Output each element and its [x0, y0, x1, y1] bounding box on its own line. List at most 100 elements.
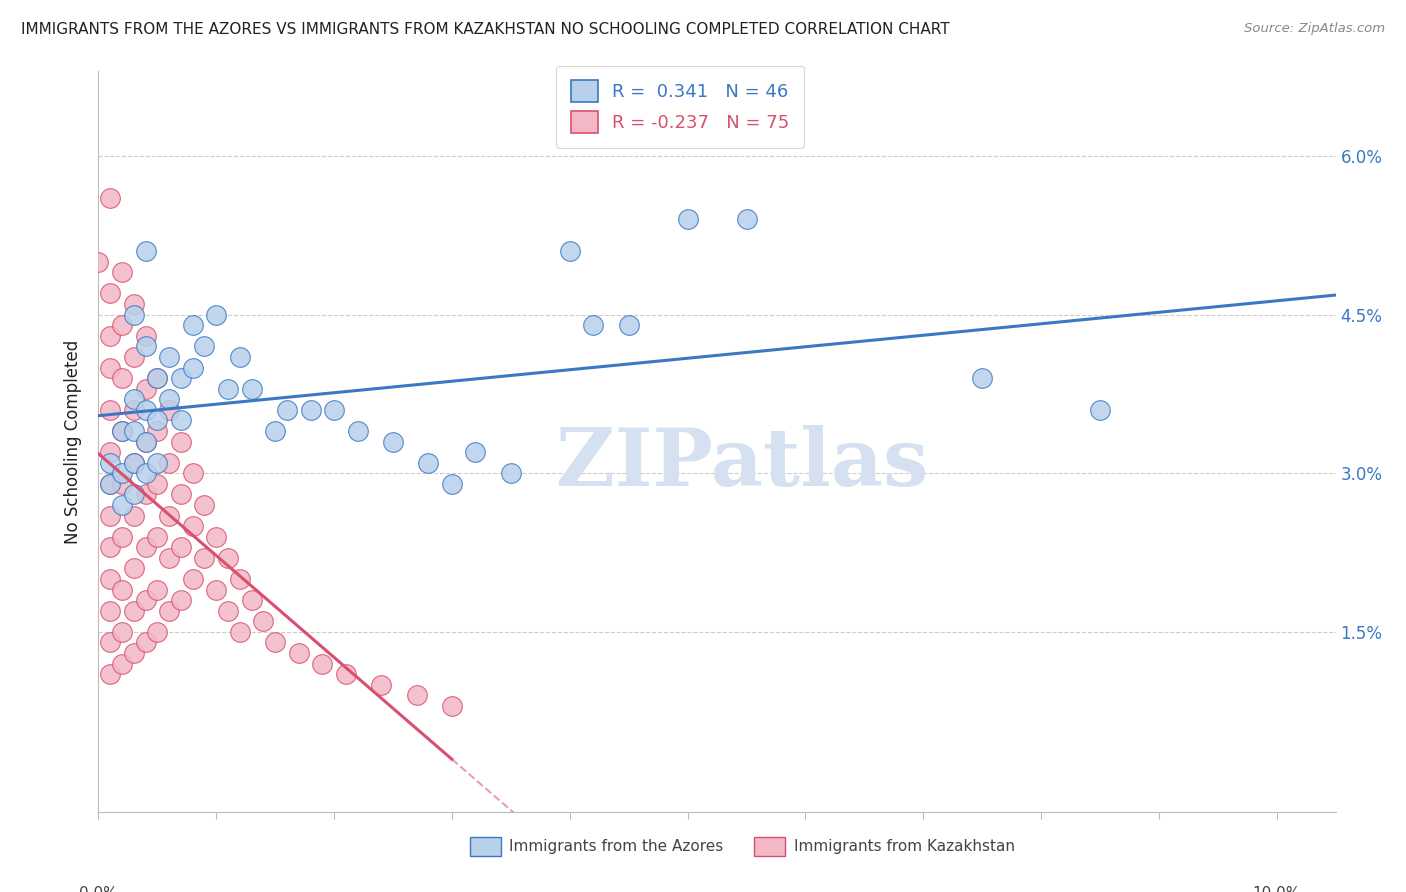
Point: [335, 667, 357, 681]
Point: [440, 698, 463, 713]
Point: [240, 593, 263, 607]
Point: [1088, 402, 1111, 417]
Point: [135, 244, 157, 259]
Point: [440, 476, 463, 491]
Point: [346, 424, 368, 438]
Point: [299, 402, 322, 417]
Text: IMMIGRANTS FROM THE AZORES VS IMMIGRANTS FROM KAZAKHSTAN NO SCHOOLING COMPLETED : IMMIGRANTS FROM THE AZORES VS IMMIGRANTS…: [21, 22, 949, 37]
Point: [146, 456, 169, 470]
Point: [181, 519, 204, 533]
Point: [240, 382, 263, 396]
Point: [205, 582, 228, 597]
Point: [181, 318, 204, 333]
Point: [264, 635, 287, 649]
Point: [98, 604, 121, 618]
Text: Immigrants from Kazakhstan: Immigrants from Kazakhstan: [793, 839, 1015, 854]
Point: [122, 392, 145, 407]
Point: [157, 402, 180, 417]
Point: [135, 402, 157, 417]
Point: [193, 498, 215, 512]
Point: [170, 487, 193, 501]
Point: [111, 424, 134, 438]
Point: [582, 318, 605, 333]
Point: [135, 328, 157, 343]
Point: [972, 371, 994, 385]
Point: [170, 371, 193, 385]
Point: [157, 604, 180, 618]
Point: [111, 582, 134, 597]
Point: [122, 561, 145, 575]
Point: [98, 635, 121, 649]
Point: [98, 191, 121, 205]
Point: [98, 456, 121, 470]
Point: [98, 402, 121, 417]
Point: [98, 360, 121, 375]
Point: [217, 604, 239, 618]
Point: [264, 424, 287, 438]
Point: [205, 308, 228, 322]
Point: [98, 572, 121, 586]
Point: [252, 615, 274, 629]
Text: Immigrants from the Azores: Immigrants from the Azores: [509, 839, 723, 854]
Point: [122, 456, 145, 470]
Text: 0.0%: 0.0%: [79, 886, 118, 892]
Point: [98, 445, 121, 459]
Point: [146, 371, 169, 385]
Y-axis label: No Schooling Completed: No Schooling Completed: [65, 340, 83, 543]
Point: [229, 350, 252, 364]
Point: [122, 487, 145, 501]
Point: [464, 445, 486, 459]
Point: [405, 689, 427, 703]
Point: [122, 604, 145, 618]
Point: [146, 530, 169, 544]
Point: [122, 402, 145, 417]
Point: [111, 467, 134, 481]
Point: [157, 508, 180, 523]
Point: [370, 678, 392, 692]
Point: [323, 402, 346, 417]
Point: [157, 550, 180, 565]
Legend: R =  0.341   N = 46, R = -0.237   N = 75: R = 0.341 N = 46, R = -0.237 N = 75: [557, 66, 804, 147]
Point: [122, 297, 145, 311]
Point: [146, 371, 169, 385]
Point: [229, 572, 252, 586]
Point: [135, 434, 157, 449]
Point: [146, 624, 169, 639]
Point: [170, 541, 193, 555]
Point: [157, 392, 180, 407]
Point: [676, 212, 699, 227]
Point: [499, 467, 522, 481]
Point: [122, 508, 145, 523]
Point: [146, 582, 169, 597]
Point: [418, 456, 440, 470]
Point: [98, 476, 121, 491]
Point: [181, 467, 204, 481]
Point: [135, 541, 157, 555]
Point: [122, 308, 145, 322]
Point: [98, 476, 121, 491]
Point: [217, 382, 239, 396]
Point: [205, 530, 228, 544]
Point: [181, 572, 204, 586]
Point: [170, 593, 193, 607]
Point: [170, 413, 193, 427]
Point: [135, 339, 157, 353]
Point: [157, 350, 180, 364]
Point: [111, 476, 134, 491]
Point: [146, 413, 169, 427]
Point: [122, 350, 145, 364]
Point: [122, 424, 145, 438]
Point: [135, 593, 157, 607]
Point: [135, 467, 157, 481]
Point: [111, 530, 134, 544]
Point: [311, 657, 333, 671]
Point: [122, 646, 145, 660]
Point: [111, 371, 134, 385]
Point: [217, 550, 239, 565]
Point: [146, 424, 169, 438]
Point: [98, 328, 121, 343]
Point: [735, 212, 758, 227]
Point: [170, 434, 193, 449]
Point: [122, 456, 145, 470]
Point: [111, 498, 134, 512]
